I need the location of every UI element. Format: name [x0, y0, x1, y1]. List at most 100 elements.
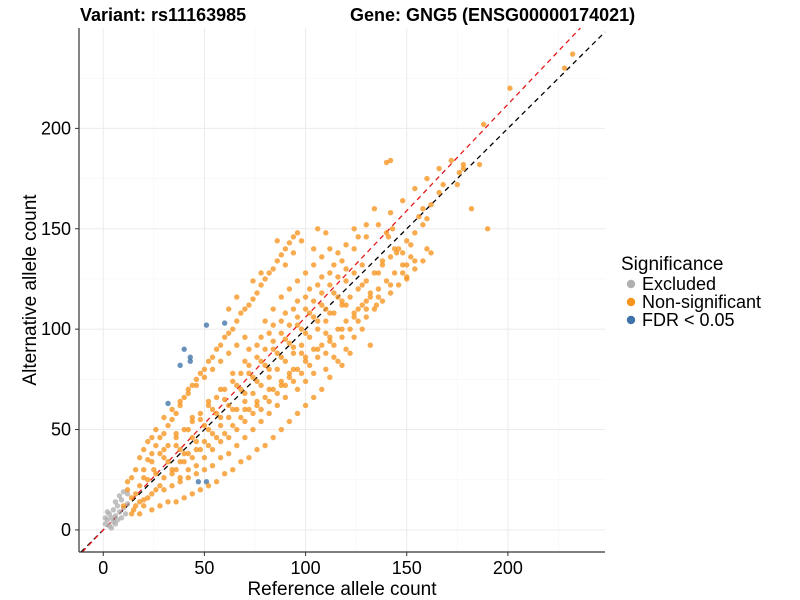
data-point-excluded: [102, 521, 109, 527]
data-point-non-significant: [238, 458, 244, 465]
data-point-non-significant: [250, 410, 256, 417]
data-point-fdr-0-05: [203, 322, 210, 328]
data-point-non-significant: [153, 487, 159, 493]
data-point-non-significant: [254, 446, 260, 453]
data-point-non-significant: [274, 350, 280, 356]
data-point-non-significant: [266, 386, 272, 393]
data-point-non-significant: [347, 350, 353, 356]
data-point-non-significant: [286, 322, 293, 328]
data-point-non-significant: [387, 210, 394, 216]
data-point-non-significant: [254, 342, 260, 348]
data-point-non-significant: [290, 250, 297, 256]
data-point-excluded: [122, 511, 129, 517]
data-point-non-significant: [282, 262, 289, 268]
data-point-non-significant: [363, 306, 369, 312]
data-point-excluded: [120, 489, 127, 495]
data-point-non-significant: [339, 298, 345, 304]
data-point-non-significant: [201, 438, 208, 445]
data-point-non-significant: [165, 422, 171, 429]
data-point-non-significant: [315, 354, 321, 360]
data-point-non-significant: [193, 471, 200, 477]
data-point-non-significant: [254, 354, 260, 360]
data-point-non-significant: [379, 258, 386, 264]
data-point-non-significant: [331, 262, 337, 268]
data-point-non-significant: [424, 216, 430, 222]
data-point-non-significant: [136, 454, 143, 461]
data-point-non-significant: [246, 346, 252, 352]
data-point-non-significant: [177, 446, 183, 453]
data-point-non-significant: [393, 250, 400, 256]
data-point-non-significant: [335, 274, 341, 280]
data-point-non-significant: [173, 430, 179, 437]
data-point-non-significant: [189, 418, 195, 425]
reference-lines: [80, 27, 606, 553]
data-point-non-significant: [484, 226, 491, 232]
data-point-non-significant: [327, 282, 333, 288]
data-point-non-significant: [254, 378, 260, 385]
data-point-non-significant: [217, 422, 224, 429]
data-point-non-significant: [351, 270, 357, 276]
data-point-non-significant: [339, 334, 345, 340]
data-point-non-significant: [258, 418, 264, 425]
data-point-non-significant: [254, 290, 260, 296]
data-point-non-significant: [286, 418, 293, 425]
data-point-non-significant: [250, 426, 256, 433]
x-tick-label: 0: [98, 558, 108, 578]
data-point-non-significant: [242, 418, 248, 425]
data-point-non-significant: [173, 434, 179, 441]
data-point-non-significant: [136, 499, 143, 505]
data-point-non-significant: [315, 282, 321, 288]
data-point-non-significant: [282, 336, 289, 342]
data-point-non-significant: [217, 454, 224, 461]
data-point-non-significant: [306, 362, 313, 368]
data-point-non-significant: [290, 344, 297, 350]
data-point-fdr-0-05: [203, 479, 210, 485]
data-point-non-significant: [266, 270, 272, 276]
data-point-non-significant: [270, 266, 276, 272]
data-point-non-significant: [221, 396, 228, 403]
data-point-non-significant: [230, 422, 236, 429]
data-point-non-significant: [130, 507, 137, 513]
data-point-non-significant: [132, 503, 139, 509]
data-point-non-significant: [306, 310, 313, 316]
data-point-non-significant: [161, 430, 167, 437]
data-point-non-significant: [298, 238, 305, 244]
data-point-excluded: [124, 501, 131, 507]
data-point-non-significant: [205, 426, 212, 433]
data-point-non-significant: [234, 442, 240, 449]
data-point-non-significant: [169, 406, 175, 413]
data-point-non-significant: [331, 342, 337, 348]
data-point-non-significant: [343, 266, 349, 272]
data-point-excluded: [110, 507, 117, 513]
data-point-non-significant: [286, 240, 293, 246]
data-point-non-significant: [209, 462, 216, 469]
data-point-non-significant: [286, 286, 293, 292]
data-point-non-significant: [201, 374, 208, 381]
data-point-non-significant: [359, 326, 365, 332]
data-point-non-significant: [480, 121, 487, 128]
data-point-non-significant: [367, 342, 374, 348]
data-point-non-significant: [561, 65, 568, 71]
data-point-non-significant: [266, 410, 272, 417]
data-point-non-significant: [169, 483, 175, 489]
data-point-non-significant: [310, 370, 317, 377]
data-point-non-significant: [302, 358, 309, 364]
data-point-non-significant: [294, 410, 301, 417]
data-point-non-significant: [319, 302, 325, 308]
data-point-fdr-0-05: [187, 358, 193, 364]
data-point-non-significant: [507, 85, 513, 91]
data-point-fdr-0-05: [187, 354, 193, 360]
data-point-non-significant: [294, 322, 301, 328]
data-point-non-significant: [310, 246, 317, 252]
data-point-non-significant: [145, 456, 151, 463]
data-point-non-significant: [185, 475, 191, 481]
data-point-non-significant: [169, 416, 175, 423]
data-point-non-significant: [383, 230, 390, 236]
data-point-non-significant: [351, 246, 357, 252]
reference-line-identity: [80, 31, 606, 553]
data-point-non-significant: [201, 422, 208, 429]
data-point-non-significant: [177, 402, 183, 409]
data-point-non-significant: [181, 394, 187, 401]
data-point-non-significant: [399, 250, 406, 256]
data-point-non-significant: [391, 246, 398, 252]
